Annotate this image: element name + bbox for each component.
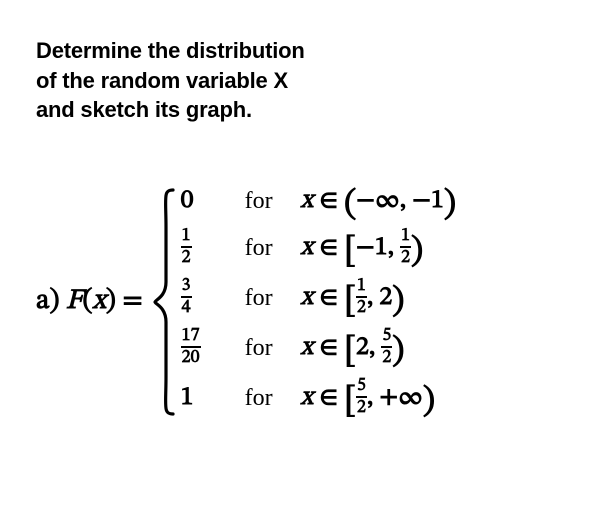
delim-close: ) (423, 385, 435, 419)
interval-right: +∞ (379, 385, 423, 411)
value-frac: 1 2 (181, 227, 192, 267)
value-int: 1 (181, 385, 194, 411)
for-word: for (245, 335, 273, 362)
case-value: 0 (181, 185, 217, 218)
case-value: 3 4 (181, 278, 217, 318)
in-symbol: ∈ (319, 235, 338, 261)
delim-open: [ (344, 385, 356, 419)
delim-open: [ (344, 285, 356, 319)
interval-left: −∞ (356, 188, 400, 214)
delim-open: [ (344, 335, 356, 369)
frac-num: 1 (400, 227, 411, 246)
frac-num: 17 (181, 327, 201, 346)
frac-den: 2 (181, 246, 192, 267)
var-x: x (301, 385, 313, 411)
interval-left-frac: 52 (356, 377, 367, 417)
frac-num: 5 (356, 377, 367, 396)
problem-prompt: Determine the distribution of the random… (36, 36, 605, 125)
cases-grid: 0 for x ∈ (−∞, −1) 1 2 for x ∈ [−1, 12) (181, 185, 456, 418)
prompt-line-1: Determine the distribution (36, 36, 605, 66)
case-interval: x ∈ [2, 52) (301, 328, 456, 368)
page-container: Determine the distribution of the random… (0, 0, 605, 418)
frac-den: 2 (400, 246, 411, 267)
interval-left: −1 (356, 235, 388, 261)
in-symbol: ∈ (319, 385, 338, 411)
interval-comma: , (369, 335, 381, 361)
delim-close: ) (444, 188, 456, 222)
interval-right: 2 (379, 285, 392, 311)
frac-num: 1 (181, 227, 192, 246)
value-int: 0 (181, 188, 194, 214)
func-arg: x (93, 287, 106, 315)
interval-comma: , (367, 385, 379, 411)
frac-den: 2 (356, 396, 367, 417)
interval-left-frac: 12 (356, 277, 367, 317)
brace-icon (153, 187, 175, 417)
left-brace (153, 187, 175, 417)
prompt-line-2: of the random variable X (36, 66, 605, 96)
delim-close: ) (411, 235, 423, 269)
frac-num: 1 (356, 277, 367, 296)
var-x: x (301, 335, 313, 361)
interval-comma: , (400, 188, 412, 214)
equation: a) F(x) = 0 for x ∈ (−∞, −1) 1 2 (36, 185, 605, 418)
case-value: 1 2 (181, 228, 217, 268)
value-frac: 17 20 (181, 327, 201, 367)
case-interval: x ∈ (−∞, −1) (301, 185, 456, 218)
interval-right-frac: 52 (381, 327, 392, 367)
frac-den: 2 (356, 296, 367, 317)
prompt-line-3: and sketch its graph. (36, 95, 605, 125)
var-x: x (301, 235, 313, 261)
for-word: for (245, 285, 273, 312)
in-symbol: ∈ (319, 335, 338, 361)
frac-num: 3 (181, 277, 192, 296)
for-word: for (245, 188, 273, 215)
frac-den: 2 (381, 346, 392, 367)
delim-open: [ (344, 235, 356, 269)
value-frac: 3 4 (181, 277, 192, 317)
interval-right-frac: 12 (400, 227, 411, 267)
case-interval: x ∈ [52, +∞) (301, 378, 456, 418)
equation-lhs: a) F(x) = (36, 284, 143, 319)
in-symbol: ∈ (319, 285, 338, 311)
frac-num: 5 (381, 327, 392, 346)
delim-close: ) (392, 285, 404, 319)
frac-den: 20 (181, 346, 201, 367)
part-label: a) (36, 287, 66, 315)
delim-open: ( (344, 188, 356, 222)
interval-left: 2 (356, 335, 369, 361)
case-value: 1 (181, 382, 217, 415)
eq-symbol: = (116, 287, 143, 315)
var-x: x (301, 188, 313, 214)
for-word: for (245, 235, 273, 262)
case-value: 17 20 (181, 328, 217, 368)
frac-den: 4 (181, 296, 192, 317)
for-word: for (245, 385, 273, 412)
func-name: F (66, 287, 82, 315)
in-symbol: ∈ (319, 188, 338, 214)
delim-close: ) (392, 335, 404, 369)
case-interval: x ∈ [−1, 12) (301, 228, 456, 268)
case-interval: x ∈ [12, 2) (301, 278, 456, 318)
interval-comma: , (388, 235, 400, 261)
interval-right: −1 (412, 188, 444, 214)
var-x: x (301, 285, 313, 311)
interval-comma: , (367, 285, 379, 311)
